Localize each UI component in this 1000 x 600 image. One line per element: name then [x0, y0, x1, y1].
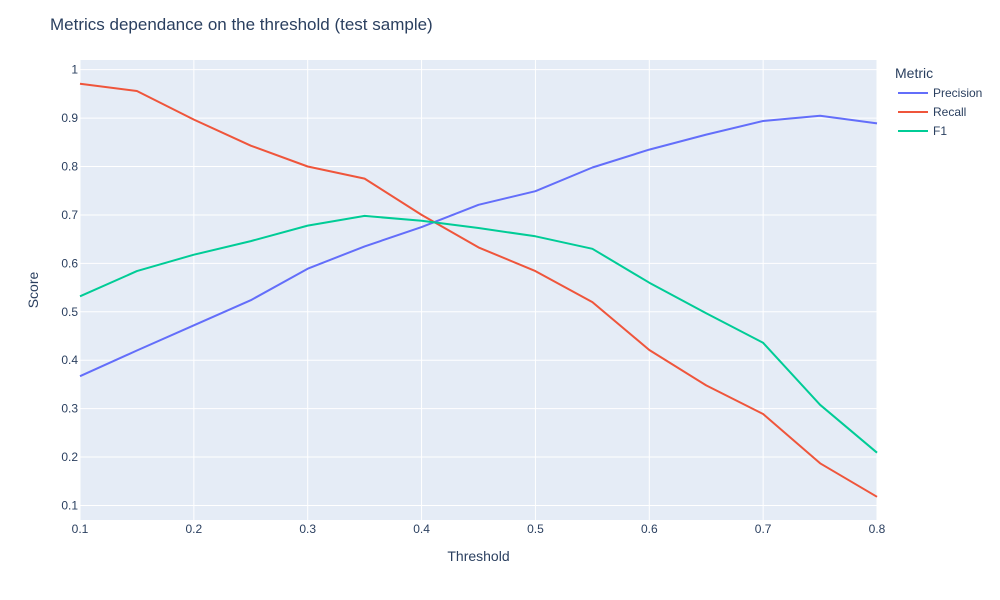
legend-title: Metric — [895, 65, 933, 81]
y-tick-label: 0.4 — [61, 353, 78, 367]
chart-title: Metrics dependance on the threshold (tes… — [50, 15, 433, 34]
legend-item-precision[interactable]: Precision — [898, 86, 982, 100]
legend-label: Precision — [933, 86, 982, 100]
y-tick-label: 1 — [71, 63, 78, 77]
x-tick-label: 0.3 — [299, 522, 316, 536]
y-tick-label: 0.6 — [61, 256, 78, 270]
x-tick-label: 0.5 — [527, 522, 544, 536]
x-tick-label: 0.4 — [413, 522, 430, 536]
y-tick-label: 0.8 — [61, 160, 78, 174]
x-tick-label: 0.2 — [186, 522, 203, 536]
x-tick-label: 0.6 — [641, 522, 658, 536]
x-tick-label: 0.8 — [869, 522, 886, 536]
y-axis-title: Score — [25, 272, 41, 309]
legend[interactable]: Metric Precision Recall F1 — [895, 65, 982, 138]
y-tick-labels: 0.1 0.2 0.3 0.4 0.5 0.6 0.7 0.8 0.9 1 — [61, 63, 78, 513]
legend-label: F1 — [933, 124, 947, 138]
x-tick-labels: 0.1 0.2 0.3 0.4 0.5 0.6 0.7 0.8 — [72, 522, 886, 536]
series-lines — [79, 82, 878, 498]
series-line-f1 — [79, 214, 878, 454]
y-tick-label: 0.7 — [61, 208, 78, 222]
legend-label: Recall — [933, 105, 966, 119]
legend-item-recall[interactable]: Recall — [898, 105, 966, 119]
legend-item-f1[interactable]: F1 — [898, 124, 947, 138]
series-line-precision — [79, 114, 878, 378]
plot-background — [80, 60, 877, 520]
y-tick-label: 0.2 — [61, 450, 78, 464]
x-tick-label: 0.7 — [755, 522, 772, 536]
y-tick-label: 0.3 — [61, 402, 78, 416]
y-tick-label: 0.9 — [61, 111, 78, 125]
y-tick-label: 0.5 — [61, 305, 78, 319]
x-tick-label: 0.1 — [72, 522, 89, 536]
y-tick-label: 0.1 — [61, 498, 78, 512]
series-line-recall — [79, 82, 878, 498]
grid — [79, 60, 878, 520]
x-axis-title: Threshold — [447, 548, 509, 564]
